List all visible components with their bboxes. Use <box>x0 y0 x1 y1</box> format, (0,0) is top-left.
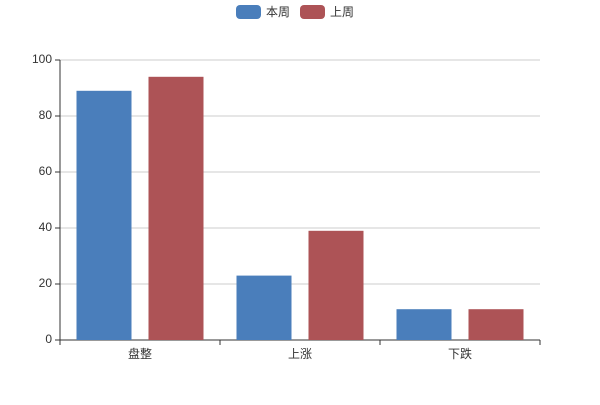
legend-label: 本周 <box>266 5 290 19</box>
bar <box>148 76 204 341</box>
legend: 本周 上周 <box>236 5 354 19</box>
y-tick-label: 0 <box>45 332 52 346</box>
x-tick-label: 上涨 <box>288 346 312 361</box>
x-tick-label: 盘整 <box>128 346 152 361</box>
legend-swatch <box>300 5 325 19</box>
bar <box>396 309 452 340</box>
legend-label: 上周 <box>330 5 354 19</box>
bar <box>236 275 292 340</box>
bar <box>308 230 364 340</box>
y-tick-label: 20 <box>39 276 53 290</box>
y-tick-label: 40 <box>39 220 53 234</box>
legend-swatch <box>236 5 261 19</box>
x-tick-label: 下跌 <box>448 346 472 361</box>
y-tick-label: 60 <box>39 164 53 178</box>
y-tick-label: 100 <box>32 52 52 66</box>
y-tick-label: 80 <box>39 108 53 122</box>
bar <box>468 309 524 340</box>
bar <box>76 90 132 340</box>
